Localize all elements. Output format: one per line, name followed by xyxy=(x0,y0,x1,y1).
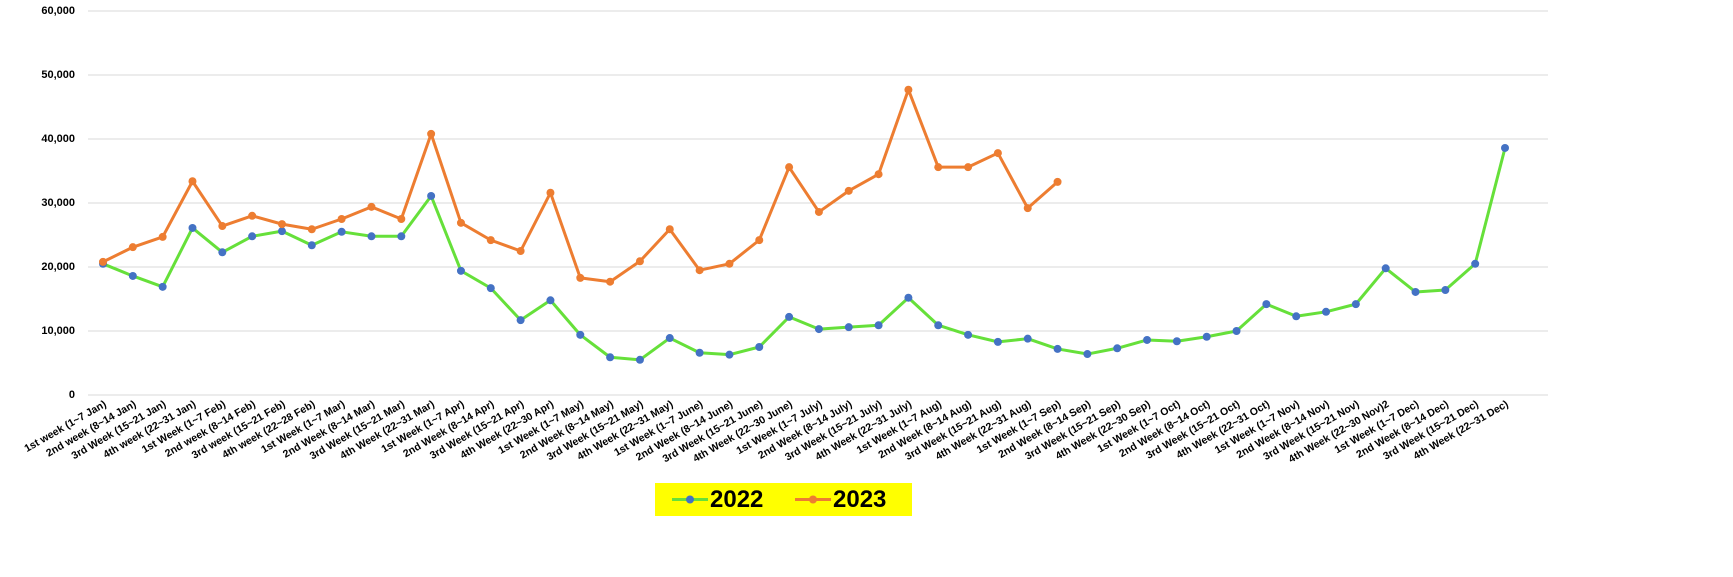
data-point xyxy=(1322,307,1331,316)
data-point xyxy=(844,186,853,195)
data-point xyxy=(367,232,376,241)
data-point xyxy=(1471,259,1480,268)
data-point xyxy=(248,232,257,241)
data-point xyxy=(635,257,644,266)
data-point xyxy=(1023,204,1032,213)
y-tick-label: 10,000 xyxy=(41,325,75,337)
data-point xyxy=(158,282,167,291)
data-point xyxy=(1351,300,1360,309)
data-point xyxy=(307,241,316,250)
data-point xyxy=(1113,344,1122,353)
data-point xyxy=(367,202,376,211)
data-point xyxy=(486,284,495,293)
data-point xyxy=(785,312,794,321)
data-point xyxy=(755,236,764,245)
data-point xyxy=(904,85,913,94)
data-point xyxy=(725,259,734,268)
data-point xyxy=(1292,312,1301,321)
y-tick-label: 20,000 xyxy=(41,261,75,273)
data-point xyxy=(993,337,1002,346)
data-point xyxy=(576,273,585,282)
y-tick-label: 0 xyxy=(69,389,75,401)
data-point xyxy=(456,266,465,275)
data-point xyxy=(546,296,555,305)
data-point xyxy=(1083,350,1092,359)
data-point xyxy=(964,330,973,339)
data-point xyxy=(128,243,137,252)
data-point xyxy=(606,277,615,286)
data-point xyxy=(486,236,495,245)
data-point xyxy=(1501,143,1510,152)
series-line xyxy=(102,88,1059,284)
data-point xyxy=(546,188,555,197)
data-point xyxy=(814,207,823,216)
data-point xyxy=(188,223,197,232)
data-point xyxy=(1172,337,1181,346)
data-point xyxy=(814,325,823,334)
data-point xyxy=(695,348,704,357)
y-tick-label: 40,000 xyxy=(41,133,75,145)
data-point xyxy=(635,355,644,364)
data-point xyxy=(397,232,406,241)
legend-marker xyxy=(686,495,694,504)
data-point xyxy=(1381,264,1390,273)
data-point xyxy=(993,149,1002,158)
data-point xyxy=(964,163,973,172)
data-point xyxy=(874,321,883,330)
data-point xyxy=(456,218,465,227)
data-point xyxy=(277,227,286,236)
data-point xyxy=(1053,344,1062,353)
data-point xyxy=(1262,300,1271,309)
legend-label: 2022 xyxy=(710,486,763,513)
data-point xyxy=(606,353,615,362)
data-point xyxy=(1232,327,1241,335)
data-point xyxy=(158,232,167,241)
data-point xyxy=(516,316,525,325)
data-point xyxy=(725,350,734,359)
data-point xyxy=(277,220,286,229)
data-point xyxy=(337,227,346,236)
data-point xyxy=(1441,286,1450,295)
data-point xyxy=(904,293,913,302)
data-point xyxy=(934,321,943,330)
data-point xyxy=(427,129,436,138)
data-point xyxy=(337,215,346,223)
y-tick-label: 30,000 xyxy=(41,197,75,209)
data-point xyxy=(307,225,316,234)
data-point xyxy=(665,334,674,343)
data-point xyxy=(397,215,406,223)
data-point xyxy=(516,247,525,255)
y-tick-label: 50,000 xyxy=(41,69,75,81)
data-point xyxy=(218,248,227,257)
data-point xyxy=(665,225,674,234)
data-point xyxy=(1202,332,1211,341)
data-point xyxy=(695,266,704,275)
data-point xyxy=(427,191,436,200)
data-point xyxy=(934,163,943,172)
y-tick-label: 60,000 xyxy=(41,5,75,17)
data-point xyxy=(99,257,107,266)
data-point xyxy=(785,163,794,172)
data-point xyxy=(248,211,257,220)
legend-marker xyxy=(809,495,817,504)
data-point xyxy=(218,222,227,231)
data-point xyxy=(844,323,853,332)
data-point xyxy=(1023,334,1032,343)
data-point xyxy=(874,170,883,179)
data-point xyxy=(128,271,137,280)
data-point xyxy=(188,177,197,186)
series-line xyxy=(102,147,1507,362)
data-point xyxy=(576,330,585,339)
data-point xyxy=(1411,287,1420,296)
data-point xyxy=(1143,335,1152,344)
data-point xyxy=(1053,177,1062,186)
data-point xyxy=(755,343,764,351)
legend-label: 2023 xyxy=(833,486,886,513)
